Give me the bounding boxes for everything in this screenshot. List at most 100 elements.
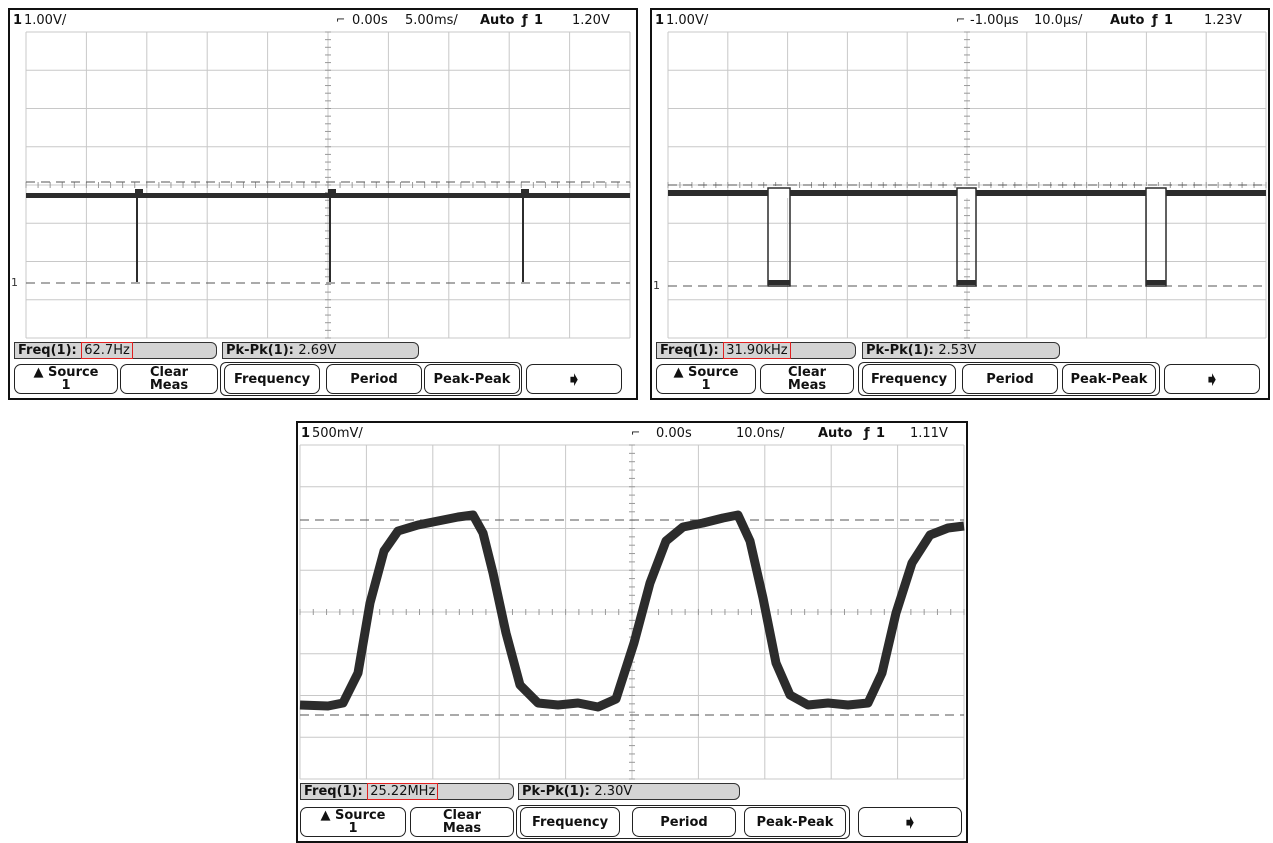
waveform-trace — [26, 193, 630, 198]
peak-peak-softkey[interactable]: Peak-Peak — [744, 807, 846, 837]
delay-value: 0.00s — [352, 13, 388, 28]
next-page-softkey[interactable]: ➧ — [858, 807, 962, 837]
trigger-source: 1 — [534, 13, 544, 28]
clear-label: Clear — [443, 808, 481, 823]
waveform-plot: 1 — [11, 31, 631, 339]
peak-peak-readout: Pk-Pk(1): 2.53V — [862, 342, 1060, 359]
measure-group — [858, 362, 1160, 396]
clear-meas-softkey[interactable]: Clear Meas — [760, 364, 854, 394]
peak-peak-softkey[interactable]: Peak-Peak — [1062, 364, 1156, 394]
pkpk-label: Pk-Pk(1): — [226, 343, 294, 358]
clear-meas-softkey[interactable]: Clear Meas — [120, 364, 218, 394]
period-softkey[interactable]: Period — [326, 364, 422, 394]
waveform-screen: 1 500mV/ ⌐ 0.00s 10.0ns/ Auto ƒ 1 1.11V — [298, 423, 966, 781]
waveform-screen: 1 1 1.00V/ ⌐ -1.00µs 10.0µs/ Auto ƒ 1 1.… — [652, 10, 1268, 340]
freq-label: Freq(1): — [660, 343, 719, 358]
waveform-pulse-low — [1146, 280, 1166, 285]
scope-capture-2: 1 1 1.00V/ ⌐ -1.00µs 10.0µs/ Auto ƒ 1 1.… — [650, 8, 1270, 400]
trigger-edge-icon: ƒ — [1152, 13, 1158, 28]
freq-label: Freq(1): — [18, 343, 77, 358]
trigger-level: 1.23V — [1204, 13, 1242, 28]
next-page-softkey[interactable]: ➧ — [526, 364, 622, 394]
measure-group — [220, 362, 522, 396]
source-value: 1 — [348, 821, 358, 836]
next-page-softkey[interactable]: ➧ — [1164, 364, 1260, 394]
up-arrow-icon: ▲ — [320, 808, 336, 823]
vertical-scale: 1.00V/ — [666, 13, 709, 28]
meas-label: Meas — [149, 378, 189, 393]
source-label: Source — [48, 365, 99, 380]
waveform-trace — [299, 510, 965, 712]
measurement-bar: Freq(1): 25.22MHz Pk-Pk(1): 2.30V — [298, 782, 966, 802]
ground-marker-icon: 1 — [11, 276, 18, 289]
up-arrow-icon: ▲ — [33, 365, 49, 380]
scope-capture-1: 1 1 1.00V/ ⌐ 0.00s 5.00ms/ Auto ƒ 1 1.20… — [8, 8, 638, 400]
trigger-source: 1 — [876, 426, 886, 441]
waveform-spike — [328, 189, 336, 194]
frequency-readout: Freq(1): 62.7Hz — [14, 342, 217, 359]
trigger-edge-icon: ƒ — [864, 426, 870, 441]
channel-number: 1 — [655, 13, 665, 28]
frequency-softkey[interactable]: Frequency — [520, 807, 620, 837]
source-label: Source — [335, 808, 386, 823]
freq-value: 31.90kHz — [723, 342, 791, 359]
scope-capture-3: 1 500mV/ ⌐ 0.00s 10.0ns/ Auto ƒ 1 1.11V … — [296, 421, 968, 843]
pkpk-value: 2.69V — [298, 343, 337, 358]
trigger-source: 1 — [1164, 13, 1174, 28]
waveform-screen: 1 1 1.00V/ ⌐ 0.00s 5.00ms/ Auto ƒ 1 1.20… — [10, 10, 636, 340]
waveform-pulse — [956, 187, 977, 287]
peak-peak-readout: Pk-Pk(1): 2.30V — [518, 783, 740, 800]
frequency-softkey[interactable]: Frequency — [862, 364, 956, 394]
period-softkey[interactable]: Period — [962, 364, 1058, 394]
status-header: 1 1.00V/ ⌐ -1.00µs 10.0µs/ Auto ƒ 1 1.23… — [652, 10, 1268, 32]
delay-value: 0.00s — [656, 426, 692, 441]
freq-value: 25.22MHz — [367, 783, 439, 800]
waveform-pulse-low — [957, 280, 976, 285]
waveform-plot: 1 — [653, 31, 1267, 339]
period-softkey[interactable]: Period — [632, 807, 736, 837]
right-arrow-icon: ➧ — [901, 809, 919, 834]
meas-label: Meas — [442, 821, 482, 836]
frequency-readout: Freq(1): 25.22MHz — [300, 783, 514, 800]
source-value: 1 — [701, 378, 711, 393]
channel-number: 1 — [301, 426, 311, 441]
trigger-mode: Auto — [818, 426, 853, 441]
waveform-gap — [768, 186, 790, 198]
ground-marker-icon: 1 — [653, 279, 660, 292]
right-arrow-icon: ➧ — [1203, 366, 1221, 391]
frequency-softkey[interactable]: Frequency — [224, 364, 320, 394]
source-softkey[interactable]: ▲ Source 1 — [14, 364, 118, 394]
clear-label: Clear — [788, 365, 826, 380]
timebase: 10.0ns/ — [736, 426, 785, 441]
status-header: 1 1.00V/ ⌐ 0.00s 5.00ms/ Auto ƒ 1 1.20V — [10, 10, 636, 32]
trigger-mode: Auto — [480, 13, 515, 28]
waveform-spike — [135, 189, 143, 194]
waveform-gap — [957, 186, 976, 198]
source-softkey[interactable]: ▲ Source 1 — [656, 364, 756, 394]
clear-meas-softkey[interactable]: Clear Meas — [410, 807, 514, 837]
trigger-marker-icon: ⌐ — [631, 426, 641, 439]
freq-value: 62.7Hz — [81, 342, 133, 359]
delay-value: -1.00µs — [970, 13, 1019, 28]
clear-label: Clear — [150, 365, 188, 380]
measure-group — [516, 805, 850, 839]
pkpk-value: 2.53V — [938, 343, 977, 358]
source-label: Source — [688, 365, 739, 380]
trigger-marker-icon: ⌐ — [336, 13, 346, 26]
peak-peak-softkey[interactable]: Peak-Peak — [424, 364, 520, 394]
softkey-bar: ▲ Source 1 Clear Meas Frequency Period P… — [10, 362, 636, 398]
channel-number: 1 — [13, 13, 23, 28]
source-value: 1 — [61, 378, 71, 393]
source-softkey[interactable]: ▲ Source 1 — [300, 807, 406, 837]
status-header: 1 500mV/ ⌐ 0.00s 10.0ns/ Auto ƒ 1 1.11V — [298, 423, 966, 445]
vertical-scale: 500mV/ — [312, 426, 363, 441]
frequency-readout: Freq(1): 31.90kHz — [656, 342, 856, 359]
waveform-spike — [521, 189, 529, 194]
waveform-pulse-low — [768, 280, 790, 285]
trigger-mode: Auto — [1110, 13, 1145, 28]
waveform-pulse — [1145, 187, 1167, 287]
measurement-bar: Freq(1): 31.90kHz Pk-Pk(1): 2.53V — [652, 341, 1268, 361]
waveform-pulse — [767, 187, 791, 287]
pkpk-label: Pk-Pk(1): — [866, 343, 934, 358]
measurement-bar: Freq(1): 62.7Hz Pk-Pk(1): 2.69V — [10, 341, 636, 361]
